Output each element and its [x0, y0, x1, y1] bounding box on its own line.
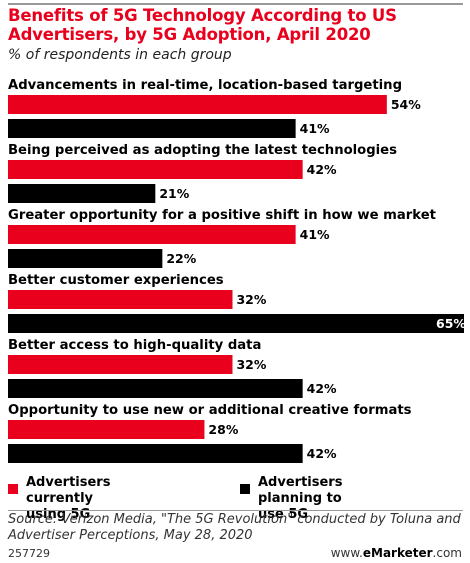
value-label: 41%	[300, 227, 330, 242]
bar-current	[8, 420, 205, 439]
bar-current	[8, 355, 233, 374]
source-note: Source: Verizon Media, "The 5G Revolutio…	[8, 512, 461, 543]
bar-planning	[8, 184, 156, 203]
bar-planning	[8, 119, 296, 138]
category-label: Greater opportunity for a positive shift…	[8, 208, 436, 223]
value-label: 42%	[307, 162, 337, 177]
category-label: Advancements in real-time, location-base…	[8, 78, 402, 93]
bar-current	[8, 225, 296, 244]
legend-swatch-planning	[240, 484, 250, 494]
chart-title: Benefits of 5G Technology According to U…	[8, 6, 397, 44]
bar-current	[8, 160, 303, 179]
chart-id: 257729	[8, 547, 50, 560]
bar-planning	[8, 444, 303, 463]
value-label: 42%	[307, 381, 337, 396]
category-label: Better customer experiences	[8, 273, 224, 288]
value-label: 22%	[166, 251, 196, 266]
category-label: Better access to high-quality data	[8, 338, 261, 353]
chart-subtitle: % of respondents in each group	[8, 47, 232, 63]
value-label: 54%	[391, 97, 421, 112]
value-label: 65%	[436, 316, 466, 331]
value-label: 21%	[159, 186, 189, 201]
bar-current	[8, 290, 233, 309]
bar-planning	[8, 379, 303, 398]
brand-link[interactable]: www.eMarketer.com	[330, 546, 462, 560]
bar-current	[8, 95, 387, 114]
category-label: Being perceived as adopting the latest t…	[8, 143, 397, 158]
legend-swatch-current	[8, 484, 18, 494]
value-label: 41%	[300, 121, 330, 136]
value-label: 32%	[236, 292, 266, 307]
source-rule	[8, 510, 463, 511]
top-rule	[8, 3, 463, 5]
bar-planning	[8, 314, 464, 333]
value-label: 42%	[307, 446, 337, 461]
value-label: 32%	[236, 357, 266, 372]
bar-planning	[8, 249, 163, 268]
value-label: 28%	[208, 422, 238, 437]
bar-chart: Advancements in real-time, location-base…	[8, 78, 466, 463]
category-label: Opportunity to use new or additional cre…	[8, 403, 412, 418]
